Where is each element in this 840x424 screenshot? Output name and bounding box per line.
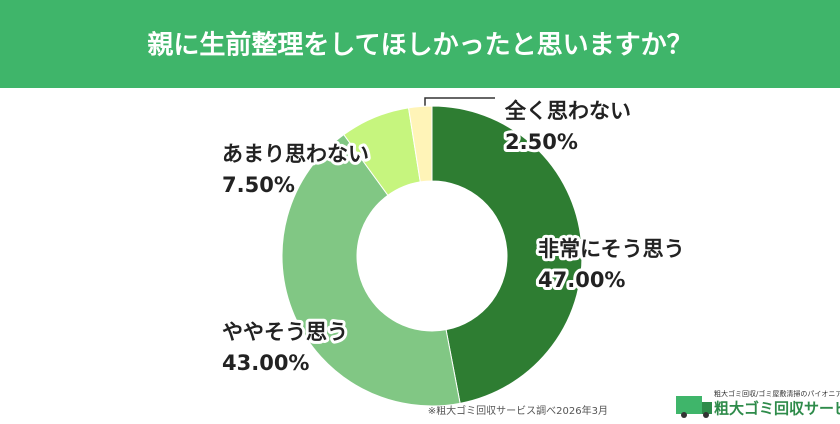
logo: 粗大ゴミ回収/ゴミ屋敷清掃のパイオニア 粗大ゴミ回収サービス: [676, 389, 840, 418]
logo-tagline: 粗大ゴミ回収/ゴミ屋敷清掃のパイオニア: [714, 389, 840, 398]
value-label: 43.00%: [222, 351, 309, 375]
logo-truck-body: [676, 396, 702, 414]
logo-name: 粗大ゴミ回収サービス: [714, 400, 840, 418]
slice-label: 非常にそう思う: [538, 237, 685, 261]
value-label: 47.00%: [538, 268, 625, 292]
slice-label: ややそう思う: [222, 320, 348, 344]
logo-wheel: [681, 412, 687, 418]
slice-label: あまり思わない: [222, 142, 369, 166]
slice-label: 全く思わない: [504, 99, 631, 123]
donut-slice: [407, 105, 433, 183]
donut-slice: [431, 105, 583, 404]
donut-slice: [281, 133, 461, 407]
chart-title: 親に生前整理をしてほしかったと思いますか？: [147, 30, 692, 61]
value-label: 7.50%: [222, 173, 295, 197]
footnote: ※粗大ゴミ回収サービス調べ2026年3月: [428, 404, 608, 417]
value-label: 2.50%: [505, 130, 578, 154]
header-band: [0, 0, 840, 88]
logo-truck-cab: [702, 402, 712, 414]
logo-wheel: [703, 412, 709, 418]
